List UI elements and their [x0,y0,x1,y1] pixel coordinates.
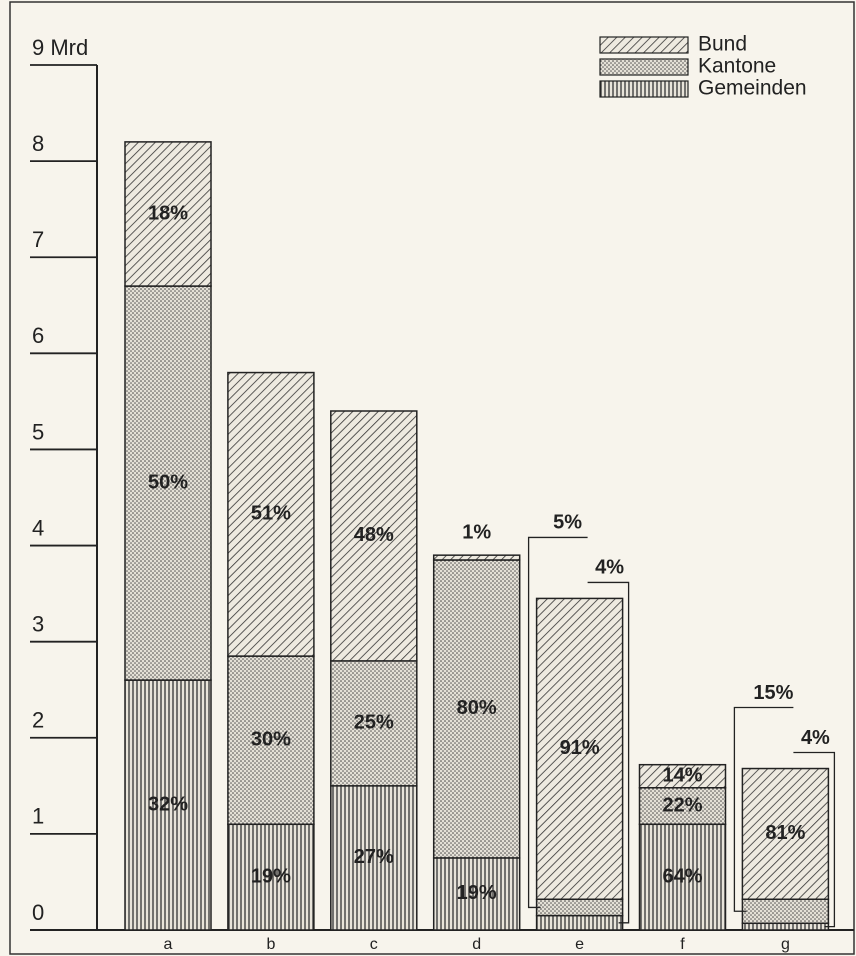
y-tick-label: 3 [32,611,44,636]
segment-label: 4% [801,727,830,749]
bar-segment [330,410,418,662]
bar-segment [638,763,727,789]
bar-segment [535,597,624,900]
bar-segment [432,554,521,561]
x-tick-label: c [370,936,378,953]
x-tick-label: a [164,936,173,953]
legend-label: Kantone [698,55,776,78]
segment-label: 27% [354,846,394,868]
bar-segment [741,922,830,931]
segment-label: 64% [662,865,702,887]
bar-segment [741,767,830,900]
bar-segment [124,679,212,931]
segment-label: 81% [765,822,805,844]
x-tick-label: b [266,936,275,953]
segment-label: 30% [251,728,291,750]
segment-label: 5% [553,512,582,534]
leader [733,706,794,912]
segment-label: 48% [354,524,394,546]
bar-segment [330,660,418,787]
bar-segment [124,141,212,287]
x-tick-label: d [472,936,481,953]
segment-label: 15% [753,682,793,704]
legend-label: Bund [698,33,747,56]
segment-label: 14% [662,765,702,787]
bar-segment [432,559,521,859]
segment-label: 19% [251,865,291,887]
y-tick-label: 1 [32,804,44,829]
bar-segment [124,285,212,681]
legend-swatch [599,80,689,98]
bar-segment [227,371,315,657]
segment-label: 25% [354,712,394,734]
leader [587,581,630,924]
legend-swatch [599,58,689,76]
legend-swatch [599,36,689,54]
segment-label: 22% [662,794,702,816]
segment-label: 80% [457,697,497,719]
frame [9,1,855,955]
x-tick-label: f [680,936,685,953]
y-tick-label: 9 Mrd [32,35,88,60]
x-tick-label: e [575,936,584,953]
segment-label: 1% [462,521,491,543]
segment-label: 18% [148,202,188,224]
y-tick-label: 4 [32,515,44,540]
bar-segment [535,898,624,917]
bar-segment [741,898,830,925]
segment-label: 4% [595,557,624,579]
y-tick-label: 2 [32,708,44,733]
y-tick-label: 0 [32,900,44,925]
y-tick-label: 6 [32,323,44,348]
bar-segment [330,785,418,931]
segment-label: 32% [148,793,188,815]
segment-label: 50% [148,471,188,493]
segment-label: 51% [251,503,291,525]
x-tick-label: g [781,936,790,953]
y-tick-label: 8 [32,131,44,156]
segment-label: 19% [457,882,497,904]
bar-segment [227,655,315,826]
bar-segment [535,914,624,931]
y-tick-label: 7 [32,227,44,252]
bar-segment [638,787,727,826]
leader [527,536,588,909]
legend-label: Gemeinden [698,77,807,100]
bar-segment [227,823,315,931]
y-tick-label: 5 [32,419,44,444]
leader [793,751,836,928]
segment-label: 91% [560,737,600,759]
